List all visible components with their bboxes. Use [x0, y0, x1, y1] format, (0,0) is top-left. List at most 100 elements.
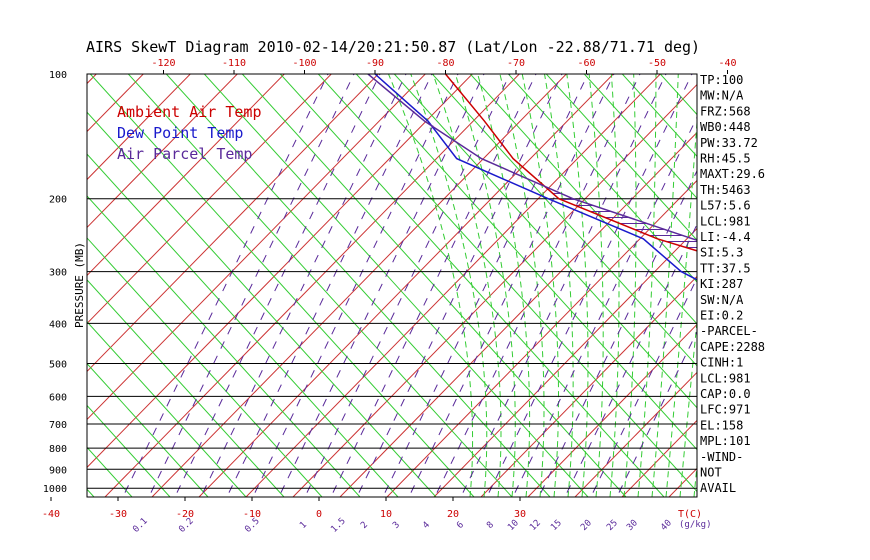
dry-adiabat-line: [165, 74, 551, 497]
isotherm-line: [527, 323, 697, 497]
index-entry: EI:0.2: [700, 309, 743, 323]
dry-adiabat-line: [87, 279, 285, 497]
dry-adiabat-line: [87, 237, 323, 497]
mixing-ratio-line: [330, 74, 537, 497]
mixing-ratio-line: [278, 74, 485, 497]
index-entry: TP:100: [700, 73, 743, 87]
isotherm-line: [810, 0, 870, 497]
dry-adiabat-line: [241, 74, 627, 497]
index-entry: CAP:0.0: [700, 387, 751, 401]
dry-adiabat-line: [738, 34, 870, 497]
mixing-ratio-label: 20: [579, 518, 594, 533]
mixing-ratio-line: [122, 74, 329, 497]
mixing-ratio-line: [434, 74, 641, 497]
isotherm-line: [857, 0, 870, 497]
bottom-tick-label: 10: [380, 509, 392, 520]
mixing-ratio-label: 1.5: [329, 516, 348, 535]
bottom-axis-label: T(C): [678, 509, 702, 520]
index-entry: NOT: [700, 466, 722, 480]
series-line: [367, 74, 697, 241]
dry-adiabat-line: [583, 74, 697, 199]
top-tick-label: -40: [718, 58, 736, 69]
index-entry: FRZ:568: [700, 104, 751, 118]
mixing-ratio-label: 8: [485, 520, 496, 531]
dry-adiabat-line: [355, 74, 697, 451]
index-entry: SW:N/A: [700, 293, 744, 307]
index-entry: -PARCEL-: [700, 324, 758, 338]
index-entry: LCL:981: [700, 371, 751, 385]
y-tick-label: 400: [49, 319, 67, 330]
index-entry: MW:N/A: [700, 89, 744, 103]
mixing-ratio-line: [356, 74, 563, 497]
mixing-ratio-line: [564, 223, 697, 497]
legend-entry: Air Parcel Temp: [117, 145, 252, 163]
mixing-ratio-line: [226, 74, 433, 497]
mixing-ratio-line: [200, 74, 407, 497]
dry-adiabat-line: [469, 74, 697, 325]
isotherm-line: [87, 74, 380, 373]
y-tick-label: 600: [49, 392, 67, 403]
moist-adiabat-line: [387, 74, 474, 497]
moist-adiabat-line: [764, 54, 863, 497]
mixing-ratio-label: 0.1: [131, 516, 150, 535]
plot-frame: [86, 73, 698, 498]
y-tick-label: 200: [49, 195, 67, 206]
mixing-ratio-line: [512, 116, 697, 497]
index-entry: LCL:981: [700, 214, 751, 228]
index-entry: EL:158: [700, 418, 743, 432]
top-tick-label: -100: [292, 58, 316, 69]
mixing-ratio-line: [486, 74, 693, 497]
cape-hatching: [546, 186, 697, 248]
dry-adiabat-line: [507, 74, 697, 283]
isotherm-line: [574, 371, 697, 497]
dry-adiabat-line: [814, 34, 870, 497]
index-entry: TH:5463: [700, 183, 751, 197]
index-entry: -WIND-: [700, 450, 743, 464]
profile-lines: [367, 74, 697, 281]
mixing-ratio-label: 6: [455, 520, 466, 531]
isotherm-line: [104, 74, 521, 497]
index-entry: CINH:1: [700, 356, 743, 370]
legend: Ambient Air Temp Dew Point Temp Air Parcel…: [117, 103, 262, 163]
moist-adiabat-line: [679, 316, 697, 497]
moist-adiabat-line: [543, 74, 574, 497]
dry-adiabat-line: [659, 74, 697, 116]
isotherm-line: [87, 74, 98, 85]
mixing-ratio-label: 40: [659, 518, 674, 533]
moist-adiabat-line: [432, 74, 502, 497]
top-tick-label: -120: [151, 58, 175, 69]
bottom-tick-label: -40: [42, 509, 60, 520]
mixing-ratio-line: [408, 74, 615, 497]
index-entry: TT:37.5: [700, 261, 751, 275]
index-entry: AVAIL: [700, 481, 736, 495]
top-tick-label: -90: [366, 58, 384, 69]
mixing-ratio-label: 30: [625, 518, 640, 533]
index-entry: SI:5.3: [700, 246, 743, 260]
series-line: [444, 74, 697, 252]
dry-adiabat-line: [317, 74, 697, 493]
mixing-ratio-line: [616, 330, 697, 497]
y-tick-label: 1000: [43, 484, 67, 495]
y-tick-label: 700: [49, 420, 67, 431]
bottom-tick-label: 20: [447, 509, 459, 520]
y-tick-label: 900: [49, 465, 67, 476]
top-tick-label: -70: [507, 58, 525, 69]
dry-adiabat-line: [0, 34, 56, 497]
mixing-ratio-label: 25: [605, 518, 620, 533]
mixing-ratio-label: 3: [391, 520, 402, 531]
isotherm-line: [763, 0, 870, 497]
mixing-ratio-line: [382, 74, 589, 497]
mixing-ratio-line: [174, 74, 381, 497]
index-entry: WB0:448: [700, 120, 751, 134]
top-tick-label: -60: [577, 58, 595, 69]
mixing-ratio-label: 1: [298, 520, 309, 531]
dry-adiabat-line: [203, 74, 589, 497]
dry-adiabat-line: [393, 74, 697, 409]
isotherm-line: [245, 74, 662, 497]
moist-adiabat-line: [521, 74, 559, 497]
moist-adiabat-line: [651, 74, 679, 497]
isotherm-line: [339, 131, 697, 497]
moist-adiabat-line: [609, 74, 620, 497]
